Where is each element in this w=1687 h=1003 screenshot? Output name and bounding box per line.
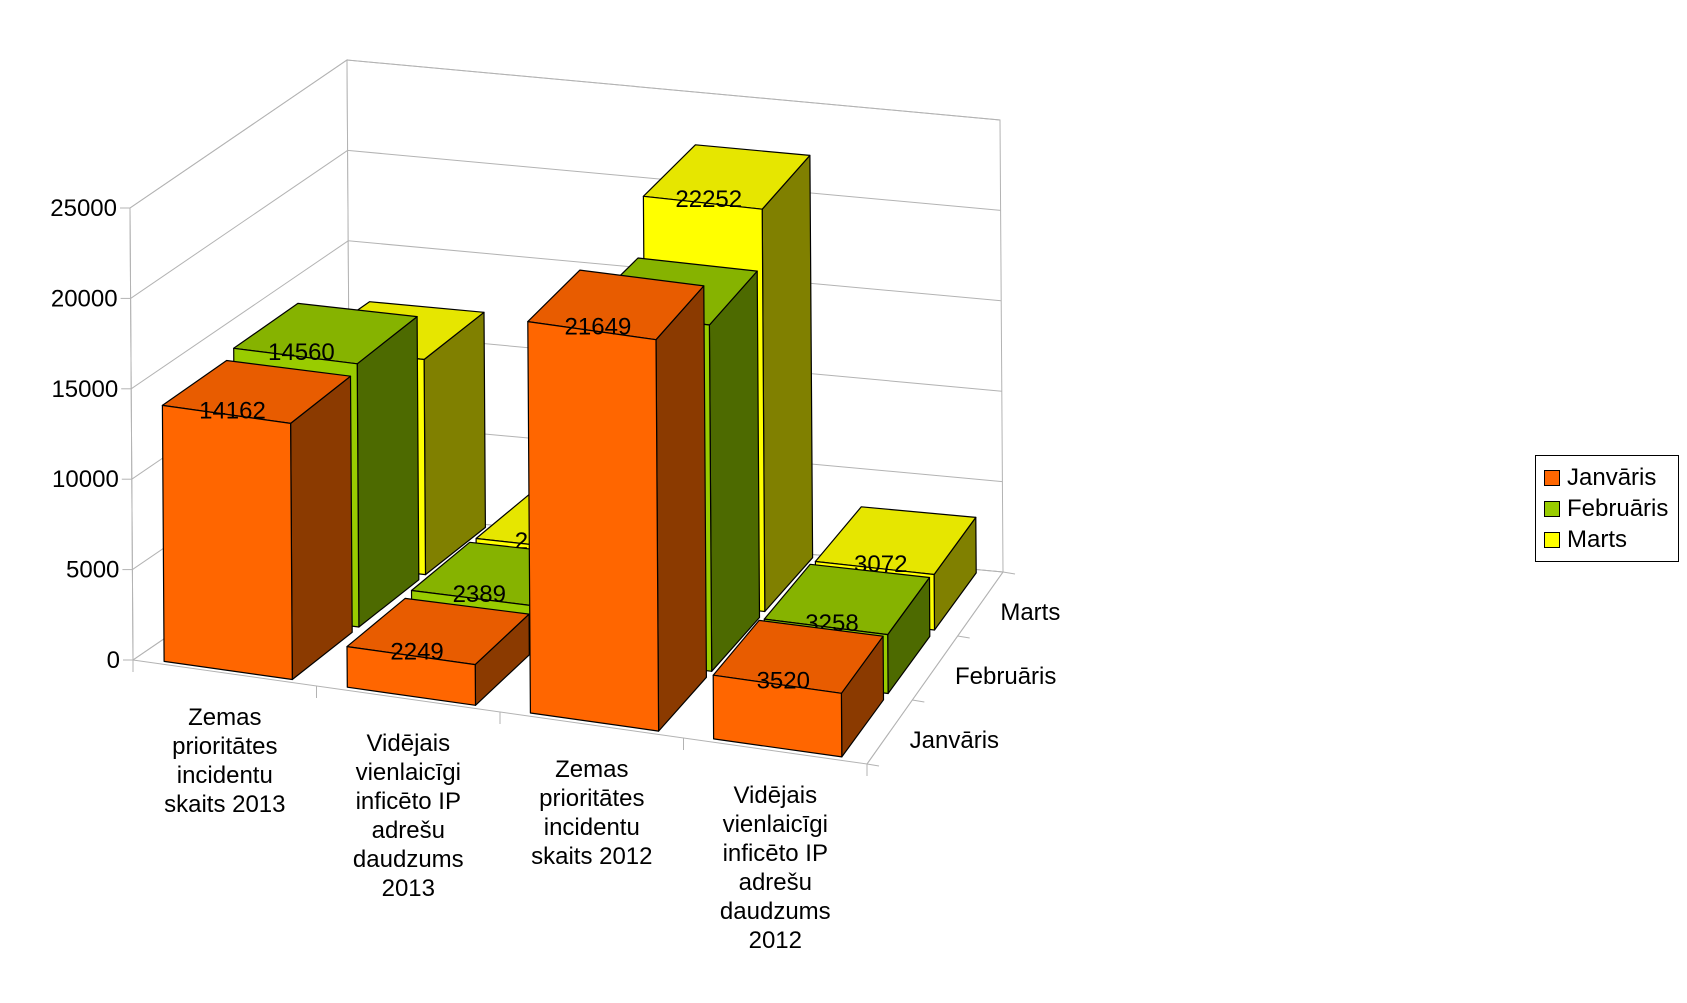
y-tick-label-5000: 5000	[66, 557, 119, 584]
legend: Janvāris Februāris Marts	[1535, 455, 1680, 562]
gridline-25000	[129, 59, 1001, 209]
depth-tick-mark-1	[912, 699, 925, 703]
category-label-2: Zemas prioritātes incidentu skaits 2012	[531, 756, 652, 870]
data-label-janvaris-2: 21649	[565, 314, 632, 341]
data-label-februaris-1: 2389	[453, 581, 506, 608]
category-label-1: Vidējais vienlaicīgi inficēto IP adrešu daud…	[353, 730, 464, 902]
legend-swatch-marts	[1544, 531, 1560, 548]
depth-tick-mark-2	[957, 635, 970, 639]
depth-label-janvaris: Janvāris	[910, 727, 999, 754]
legend-swatch-februaris	[1544, 500, 1560, 517]
bar-side-janvaris-0	[290, 375, 353, 681]
data-label-marts-2: 22252	[675, 186, 742, 213]
legend-label-februaris: Februāris	[1567, 494, 1669, 522]
y-axis-line	[129, 207, 134, 661]
legend-item-janvaris: Janvāris	[1544, 462, 1668, 493]
data-label-janvaris-1: 2249	[390, 639, 443, 666]
data-label-februaris-0: 14560	[268, 339, 335, 366]
legend-item-februaris: Februāris	[1544, 493, 1668, 524]
bar-janvaris-3: 3520	[712, 619, 885, 758]
y-tick-label-10000: 10000	[52, 466, 119, 493]
depth-axis-line	[866, 571, 1004, 765]
bar-front-janvaris-0	[161, 404, 293, 681]
data-label-janvaris-3: 3520	[757, 667, 810, 694]
category-label-3: Vidējais vienlaicīgi inficēto IP adrešu daud…	[720, 782, 831, 954]
depth-label-marts: Marts	[1000, 599, 1060, 626]
depth-label-februaris: Februāris	[955, 663, 1056, 690]
bar-side-februaris-0	[356, 316, 420, 628]
y-tick-label-20000: 20000	[51, 285, 118, 312]
bar-front-janvaris-1	[346, 645, 477, 706]
bar-front-janvaris-3	[712, 674, 843, 758]
legend-label-marts: Marts	[1567, 525, 1627, 553]
axes: 0 5000 10000 15000 20000 25000 Zemas prioritāte…	[50, 195, 1060, 954]
category-label-0: Zemas prioritātes incidentu skaits 2013	[164, 704, 285, 818]
legend-item-marts: Marts	[1544, 524, 1668, 555]
depth-tick-mark-3	[1002, 571, 1016, 575]
bar-side-janvaris-2	[655, 285, 708, 732]
y-tick-label-15000: 15000	[51, 376, 118, 403]
bar-janvaris-0: 14162	[161, 359, 353, 681]
legend-label-janvaris: Janvāris	[1567, 463, 1657, 491]
data-label-janvaris-0: 14162	[199, 397, 266, 424]
bar-front-janvaris-2	[527, 321, 660, 732]
bar-side-marts-2	[761, 154, 814, 613]
y-tick-label-25000: 25000	[50, 195, 117, 222]
y-tick-label-0: 0	[107, 647, 120, 674]
bar-side-februaris-2	[708, 270, 761, 672]
bars: 1189423002225230721456023891915832581416…	[161, 144, 977, 758]
depth-tick-mark-0	[866, 763, 880, 767]
legend-swatch-janvaris	[1544, 469, 1560, 486]
bar-janvaris-2: 21649	[527, 269, 708, 732]
bar-janvaris-1: 2249	[346, 597, 530, 706]
